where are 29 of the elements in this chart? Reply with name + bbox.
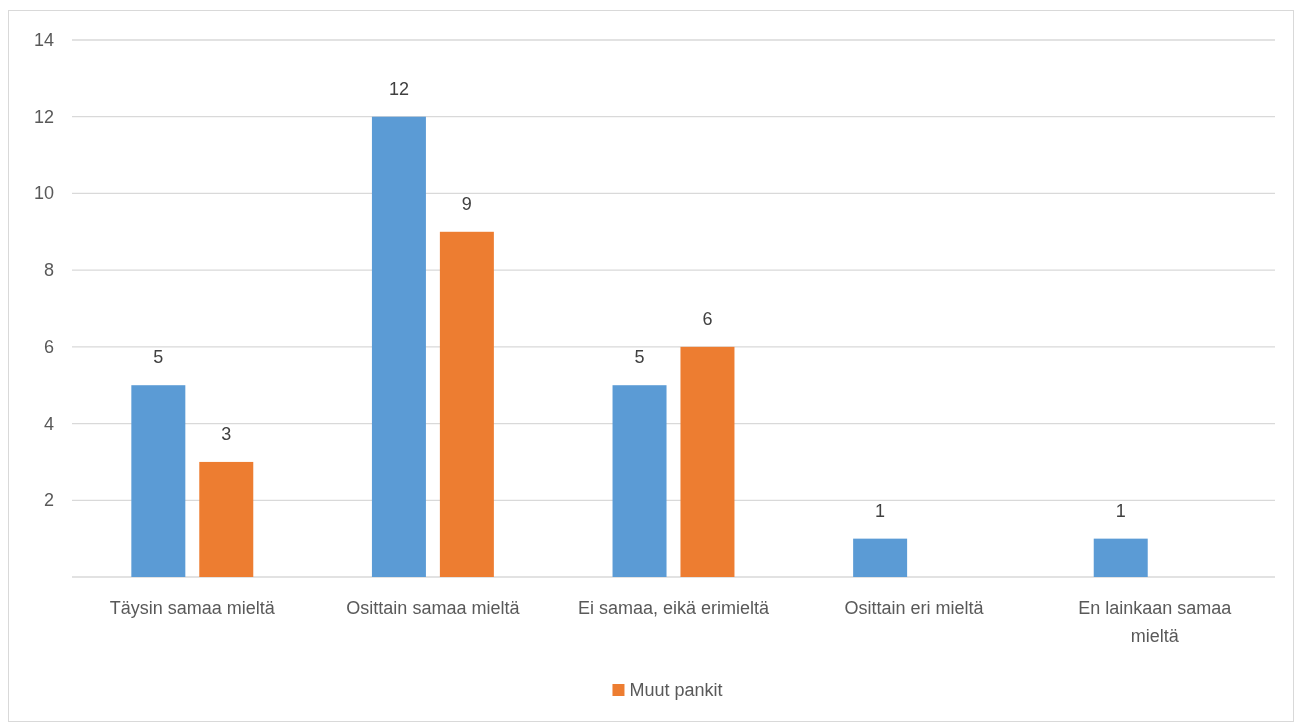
data-label: 6 [702, 308, 713, 329]
bar [199, 461, 254, 577]
bar [680, 346, 735, 577]
data-label: 5 [153, 347, 164, 368]
data-label: 12 [388, 78, 409, 99]
y-tick-label: 4 [43, 413, 54, 434]
data-label: 1 [875, 500, 886, 521]
y-tick-label: 12 [33, 106, 54, 127]
bar [131, 385, 186, 577]
y-tick-label: 6 [43, 336, 54, 357]
y-tick-label: 2 [43, 490, 54, 511]
legend-label: Muut pankit [629, 680, 723, 700]
y-tick-label: 8 [43, 260, 54, 281]
bar [1093, 538, 1148, 577]
bar [612, 385, 667, 577]
data-label: 1 [1115, 500, 1126, 521]
bar [853, 538, 908, 577]
data-label: 5 [634, 347, 645, 368]
y-tick-label: 10 [33, 183, 54, 204]
y-tick-label: 14 [33, 30, 54, 50]
x-tick-label: Osittain eri mieltä [844, 598, 985, 618]
x-tick-label: En lainkaan samaa mieltä [1078, 598, 1233, 646]
x-tick-label: Ei samaa, eikä erimieltä [577, 598, 771, 618]
x-tick-label: Osittain samaa mieltä [346, 598, 521, 618]
bar [371, 116, 426, 577]
bar [439, 231, 494, 577]
data-label: 3 [221, 423, 232, 444]
data-label: 9 [461, 193, 472, 214]
x-tick-label: Täysin samaa mieltä [109, 598, 276, 618]
